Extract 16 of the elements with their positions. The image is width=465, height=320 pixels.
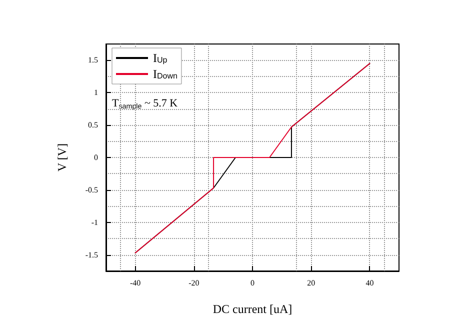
y-tick-label: -1.5 [85, 250, 98, 260]
x-tick-label: -40 [130, 278, 141, 288]
y-tick-label: -0.5 [85, 185, 98, 194]
y-tick-label: 1 [94, 88, 98, 98]
y-axis-title: V [V] [55, 143, 69, 172]
x-axis-title: DC current [uA] [212, 302, 292, 316]
y-tick-label: 1.5 [88, 56, 98, 65]
y-tick-label: -1 [91, 218, 98, 227]
y-tick-label: 0 [94, 153, 98, 162]
x-tick-label: -20 [188, 278, 200, 288]
x-tick-label: 40 [366, 278, 374, 288]
x-tick-label: 0 [250, 278, 254, 288]
y-tick-label: 0.5 [88, 120, 98, 130]
x-tick-label: 20 [307, 278, 316, 288]
legend-label: IDown [153, 67, 178, 81]
legend-label: IUp [153, 51, 168, 65]
